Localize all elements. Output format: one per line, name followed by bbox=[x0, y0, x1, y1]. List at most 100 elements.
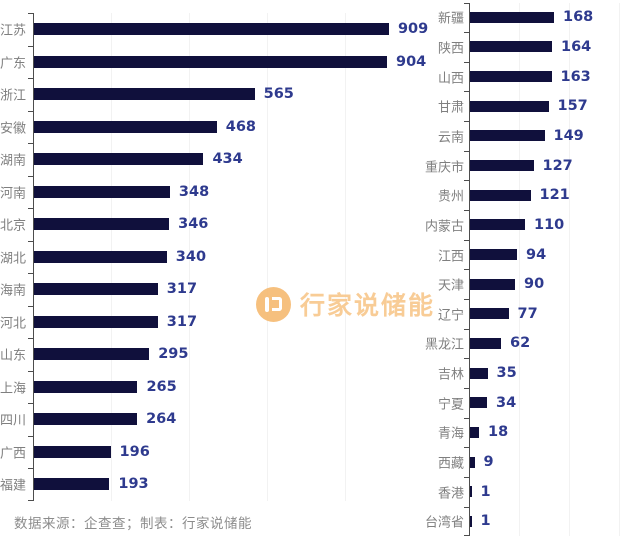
bar bbox=[470, 456, 475, 468]
axis-tick bbox=[28, 110, 33, 112]
category-label: 北京 bbox=[0, 218, 27, 234]
bar bbox=[34, 380, 138, 393]
axis-tick bbox=[464, 239, 469, 241]
value-label: 468 bbox=[225, 118, 257, 135]
axis-tick bbox=[464, 535, 469, 537]
category-label: 吉林 bbox=[437, 367, 464, 383]
category-label: 江西 bbox=[437, 249, 464, 264]
bar-row: 上海 265 bbox=[0, 371, 430, 404]
bar bbox=[470, 160, 534, 172]
value-label: 434 bbox=[212, 151, 243, 168]
axis-tick bbox=[28, 403, 33, 404]
axis-tick bbox=[28, 45, 33, 47]
value-label: 121 bbox=[539, 187, 570, 204]
category-label: 广西 bbox=[0, 446, 27, 462]
bar bbox=[470, 130, 545, 142]
category-label: 黑龙江 bbox=[424, 337, 464, 353]
value-label: 196 bbox=[119, 443, 150, 460]
value-label: 346 bbox=[178, 216, 209, 233]
y-axis-line bbox=[469, 2, 470, 537]
y-axis-line bbox=[33, 13, 34, 501]
right-chart-panel: 新疆 168 陕西 164 山西 163 甘肃 157 云南 149 重庆市 127 贵州 121 内蒙古 1… bbox=[420, 2, 640, 537]
bar bbox=[34, 445, 111, 458]
value-label: 317 bbox=[166, 313, 198, 330]
bar-row: 内蒙古 110 bbox=[420, 210, 640, 240]
bar-row: 江西 94 bbox=[420, 240, 640, 270]
axis-tick bbox=[28, 499, 33, 501]
axis-tick bbox=[28, 240, 33, 242]
axis-tick bbox=[464, 2, 469, 4]
bar-row: 重庆市 127 bbox=[420, 151, 640, 181]
category-label: 青海 bbox=[437, 426, 464, 442]
value-label: 348 bbox=[178, 183, 210, 200]
category-label: 香港 bbox=[437, 486, 464, 502]
axis-tick bbox=[28, 143, 33, 144]
bar-row: 青海 18 bbox=[420, 418, 640, 448]
bar-row: 甘肃 157 bbox=[420, 91, 640, 121]
bar bbox=[470, 337, 501, 349]
value-label: 62 bbox=[510, 335, 531, 352]
value-label: 1 bbox=[480, 513, 491, 530]
category-label: 重庆市 bbox=[424, 160, 464, 176]
bar bbox=[470, 397, 487, 409]
value-label: 164 bbox=[561, 38, 592, 55]
axis-tick bbox=[464, 121, 469, 123]
gridline bbox=[267, 13, 269, 501]
bar-row: 浙江 565 bbox=[0, 78, 430, 111]
bar-row: 宁夏 34 bbox=[420, 388, 640, 418]
axis-tick bbox=[464, 299, 469, 300]
bar-row: 湖南 434 bbox=[0, 143, 430, 176]
bar-row: 黑龙江 62 bbox=[420, 329, 640, 359]
bar bbox=[470, 71, 552, 83]
category-label: 湖北 bbox=[0, 251, 27, 267]
bar bbox=[34, 153, 204, 166]
bar-row: 香港 1 bbox=[420, 477, 640, 507]
axis-tick bbox=[28, 435, 33, 437]
bar-row: 山西 163 bbox=[420, 62, 640, 92]
value-label: 909 bbox=[397, 21, 429, 38]
category-label: 河北 bbox=[0, 316, 27, 332]
category-label: 江苏 bbox=[0, 23, 27, 39]
bar bbox=[470, 515, 472, 527]
category-label: 天津 bbox=[437, 278, 464, 294]
axis-tick bbox=[28, 338, 33, 339]
category-label: 陕西 bbox=[437, 41, 464, 57]
bar bbox=[34, 348, 150, 361]
category-label: 安徽 bbox=[0, 121, 27, 137]
bar-row: 北京 346 bbox=[0, 208, 430, 241]
axis-tick bbox=[464, 210, 469, 212]
bar-row: 辽宁 77 bbox=[420, 299, 640, 329]
source-note: 数据来源：企查查；制表：行家说储能 bbox=[14, 516, 252, 532]
bar-row: 台湾省 1 bbox=[420, 507, 640, 537]
axis-tick bbox=[464, 180, 469, 182]
bar bbox=[34, 283, 158, 296]
value-label: 149 bbox=[553, 127, 584, 144]
axis-tick bbox=[464, 269, 469, 271]
bar bbox=[470, 278, 515, 290]
axis-tick bbox=[28, 370, 33, 372]
bar bbox=[34, 55, 387, 68]
bar-row: 四川 264 bbox=[0, 403, 430, 436]
category-label: 甘肃 bbox=[437, 100, 464, 116]
axis-tick bbox=[464, 506, 469, 508]
bar-row: 陕西 164 bbox=[420, 32, 640, 62]
category-label: 福建 bbox=[0, 478, 27, 494]
bar bbox=[470, 41, 552, 53]
value-label: 565 bbox=[263, 86, 294, 103]
gridline bbox=[189, 13, 191, 501]
bar-row: 河南 348 bbox=[0, 176, 430, 209]
value-label: 168 bbox=[563, 9, 594, 26]
category-label: 浙江 bbox=[0, 88, 27, 104]
axis-tick bbox=[464, 32, 469, 34]
bar bbox=[34, 185, 170, 198]
bar bbox=[470, 486, 472, 498]
bar-row: 广东 904 bbox=[0, 46, 430, 79]
axis-tick bbox=[28, 273, 33, 274]
value-label: 1 bbox=[480, 483, 491, 500]
bar-row: 海南 317 bbox=[0, 273, 430, 306]
bar-row: 贵州 121 bbox=[420, 180, 640, 210]
value-label: 295 bbox=[158, 346, 189, 363]
value-label: 9 bbox=[483, 454, 494, 471]
value-label: 340 bbox=[175, 248, 207, 265]
